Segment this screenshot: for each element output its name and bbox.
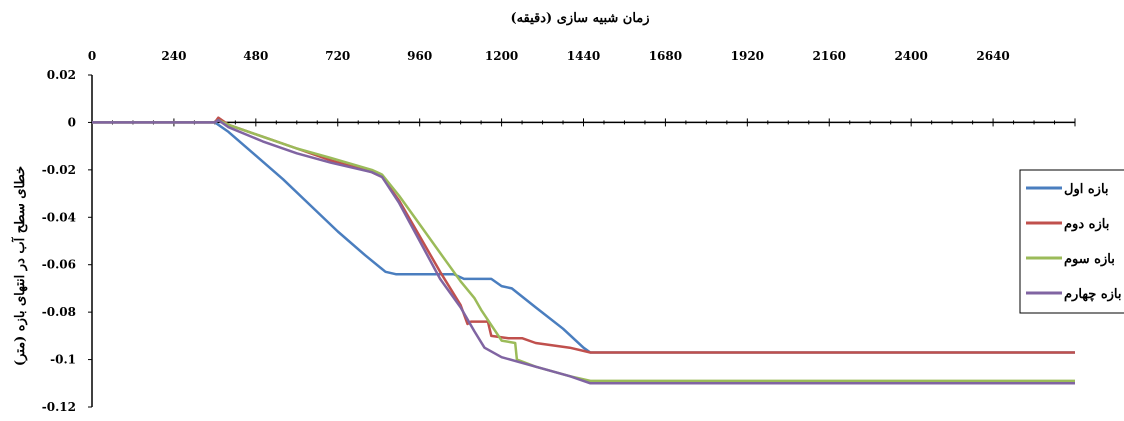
series-line-1 [92, 121, 1075, 354]
y-tick-label: -0.1 [50, 353, 76, 367]
x-tick-label: 1200 [485, 49, 518, 63]
x-tick-label: 2640 [976, 49, 1009, 63]
series-line-3 [92, 118, 1075, 383]
y-tick-labels: 0.02 0 -0.02 -0.04 -0.06 -0.08 -0.1 -0.12 [42, 68, 76, 414]
legend-label-4: بازه چهارم [1064, 287, 1122, 302]
y-tick-label: 0.02 [47, 68, 76, 82]
y-tick-label: -0.06 [42, 258, 76, 272]
x-tick-label: 1440 [567, 49, 600, 63]
y-tick-label: -0.12 [42, 400, 76, 414]
legend-label-1: بازه اول [1064, 182, 1109, 197]
y-tick-label: -0.02 [42, 163, 76, 177]
y-axis-title: خطای سطح آب در انتهای بازه (متر) [11, 166, 28, 366]
legend-label-3: بازه سوم [1064, 252, 1115, 267]
y-tick-label: -0.08 [42, 305, 76, 319]
series-lines [92, 116, 1075, 385]
x-tick-label: 1680 [649, 49, 682, 63]
x-tick-label: 720 [325, 49, 350, 63]
axes [88, 74, 1076, 408]
x-tick-label: 2160 [813, 49, 846, 63]
series-line-4 [92, 118, 1075, 385]
legend-label-2: بازه دوم [1064, 217, 1109, 232]
x-tick-label: 480 [243, 49, 268, 63]
y-tick-label: 0 [68, 115, 76, 129]
series-line-2 [92, 116, 1075, 354]
x-tick-label: 240 [161, 49, 186, 63]
x-tick-label: 2400 [894, 49, 927, 63]
legend: بازه اول بازه دوم بازه سوم بازه چهارم [1019, 169, 1124, 314]
x-axis-title: زمان شبیه سازی (دقیقه) [510, 11, 649, 26]
y-tick-label: -0.04 [42, 210, 76, 224]
x-tick-label: 960 [407, 49, 432, 63]
x-tick-label: 0 [88, 49, 96, 63]
legend-box [1019, 169, 1124, 314]
x-tick-label: 1920 [731, 49, 764, 63]
x-tick-labels: 0 240 480 720 960 1200 1440 1680 1920 2160 2400 264… [88, 49, 1010, 63]
